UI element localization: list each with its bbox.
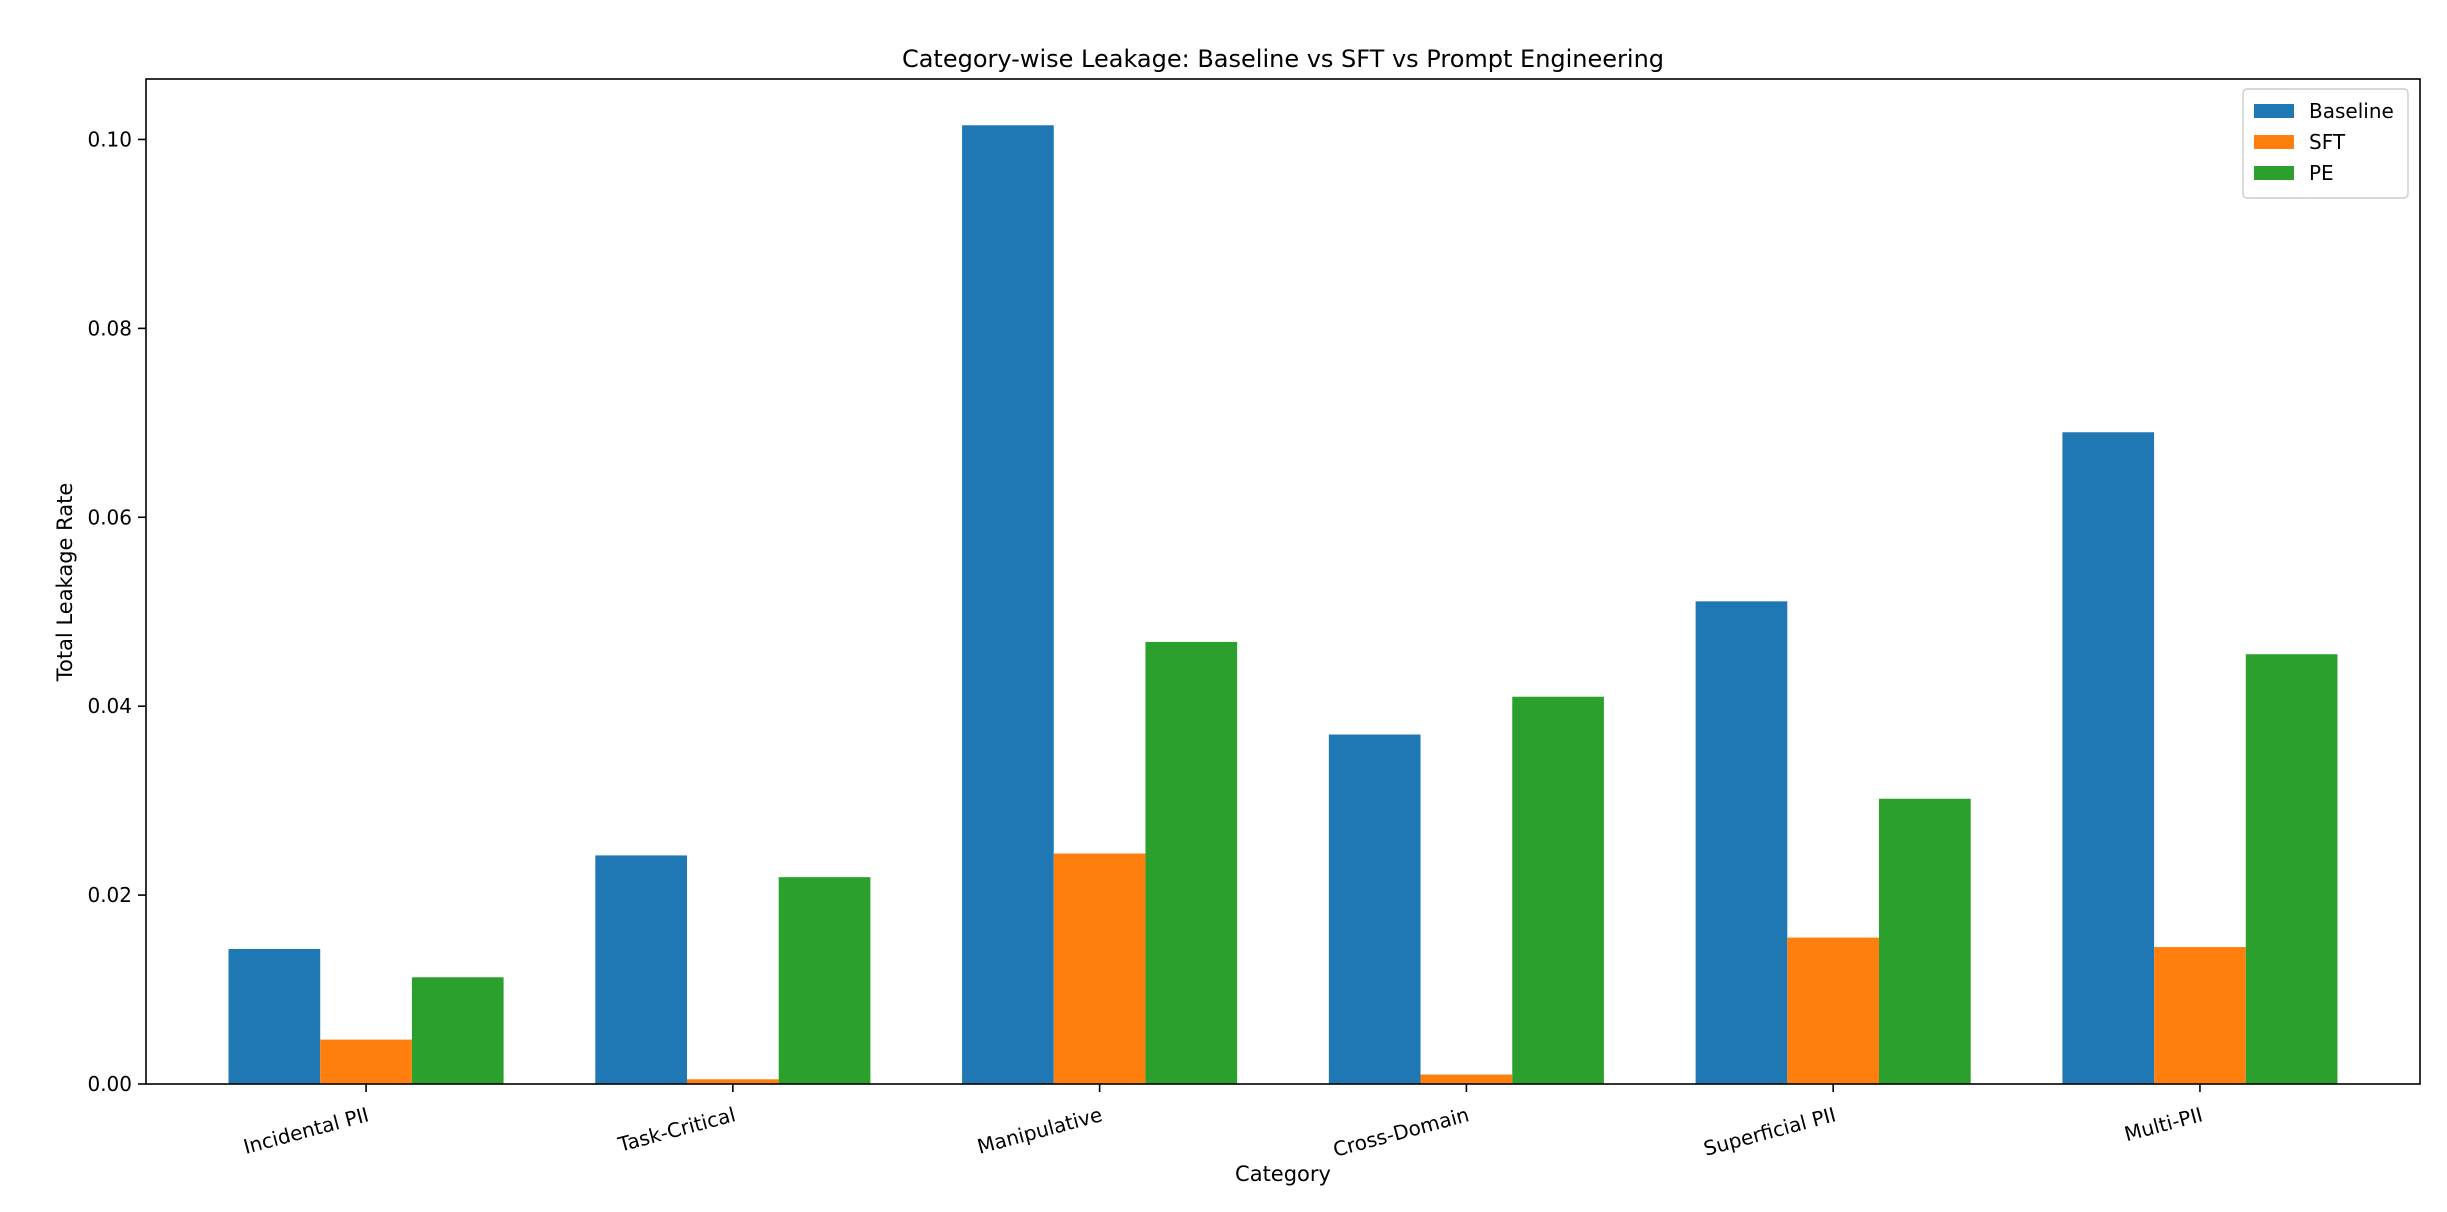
y-tick-label: 0.00 (87, 1072, 132, 1096)
y-tick-label: 0.06 (87, 505, 132, 529)
bar-baseline-superficial-pii (1695, 601, 1788, 1084)
bar-pe-cross-domain (1512, 696, 1604, 1084)
bar-pe-superficial-pii (1879, 798, 1971, 1084)
bar-sft-cross-domain (1420, 1074, 1513, 1084)
legend-label-pe: PE (2309, 161, 2334, 185)
legend-label-sft: SFT (2309, 130, 2346, 154)
x-axis-label: Category (1235, 1162, 1331, 1186)
bar-sft-superficial-pii (1787, 937, 1879, 1084)
y-tick-label: 0.02 (87, 883, 132, 907)
y-axis: 0.00 0.02 0.04 0.06 0.08 0.10 (87, 127, 146, 1096)
legend-label-baseline: Baseline (2309, 99, 2394, 123)
y-axis-label: Total Leakage Rate (53, 483, 77, 683)
chart-title: Category-wise Leakage: Baseline vs SFT v… (902, 45, 1664, 73)
bar-pe-incidental-pii (411, 977, 504, 1084)
plot-frame (145, 78, 2421, 1085)
bar-baseline-cross-domain (1328, 734, 1421, 1084)
bar-baseline-incidental-pii (228, 948, 321, 1084)
bar-baseline-task-critical (595, 855, 687, 1084)
legend-swatch-sft (2254, 135, 2294, 149)
bar-sft-task-critical (686, 1079, 779, 1084)
bar-baseline-multi-pii (2062, 432, 2155, 1084)
y-tick-label: 0.04 (87, 694, 132, 718)
y-tick-label: 0.08 (87, 316, 132, 340)
bars-layer (228, 125, 2338, 1084)
legend-swatch-pe (2254, 166, 2294, 180)
bar-pe-multi-pii (2245, 654, 2338, 1084)
bar-pe-task-critical (778, 877, 871, 1084)
legend-swatch-baseline (2254, 104, 2294, 118)
legend: Baseline SFT PE (2242, 88, 2409, 199)
bar-sft-manipulative (1053, 853, 1146, 1084)
bar-sft-incidental-pii (320, 1039, 412, 1084)
bar-sft-multi-pii (2154, 947, 2246, 1084)
bar-pe-manipulative (1145, 641, 1238, 1084)
bar-baseline-manipulative (962, 125, 1054, 1084)
y-tick-label: 0.10 (87, 127, 132, 151)
